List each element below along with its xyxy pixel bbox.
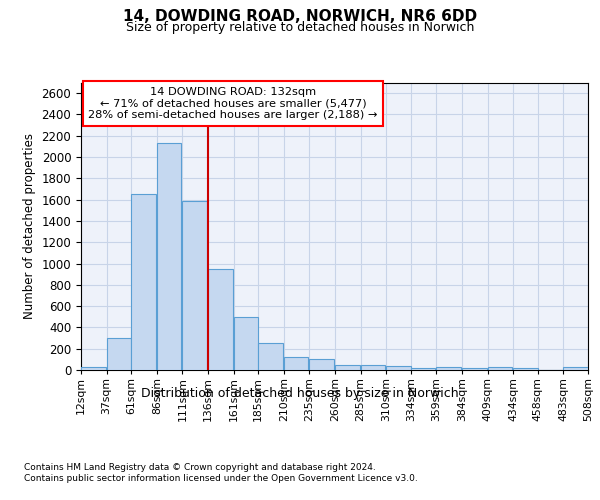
Bar bbox=[436, 368, 461, 370]
Text: Contains HM Land Registry data © Crown copyright and database right 2024.: Contains HM Land Registry data © Crown c… bbox=[24, 462, 376, 471]
Bar bbox=[386, 366, 411, 370]
Bar bbox=[258, 344, 283, 370]
Bar bbox=[310, 360, 334, 370]
Bar bbox=[563, 368, 588, 370]
Bar bbox=[411, 368, 436, 370]
Bar bbox=[335, 364, 359, 370]
Text: 14, DOWDING ROAD, NORWICH, NR6 6DD: 14, DOWDING ROAD, NORWICH, NR6 6DD bbox=[123, 9, 477, 24]
Bar bbox=[462, 368, 487, 370]
Bar bbox=[81, 368, 106, 370]
Bar bbox=[488, 368, 512, 370]
Bar bbox=[208, 269, 233, 370]
Bar bbox=[131, 194, 156, 370]
Text: Distribution of detached houses by size in Norwich: Distribution of detached houses by size … bbox=[141, 388, 459, 400]
Bar bbox=[107, 338, 131, 370]
Bar bbox=[361, 364, 385, 370]
Text: Size of property relative to detached houses in Norwich: Size of property relative to detached ho… bbox=[126, 21, 474, 34]
Text: 14 DOWDING ROAD: 132sqm
← 71% of detached houses are smaller (5,477)
28% of semi: 14 DOWDING ROAD: 132sqm ← 71% of detache… bbox=[88, 87, 378, 120]
Bar bbox=[233, 317, 258, 370]
Bar bbox=[513, 368, 538, 370]
Bar bbox=[182, 200, 207, 370]
Y-axis label: Number of detached properties: Number of detached properties bbox=[23, 133, 36, 320]
Text: Contains public sector information licensed under the Open Government Licence v3: Contains public sector information licen… bbox=[24, 474, 418, 483]
Bar bbox=[284, 357, 308, 370]
Bar bbox=[157, 143, 181, 370]
